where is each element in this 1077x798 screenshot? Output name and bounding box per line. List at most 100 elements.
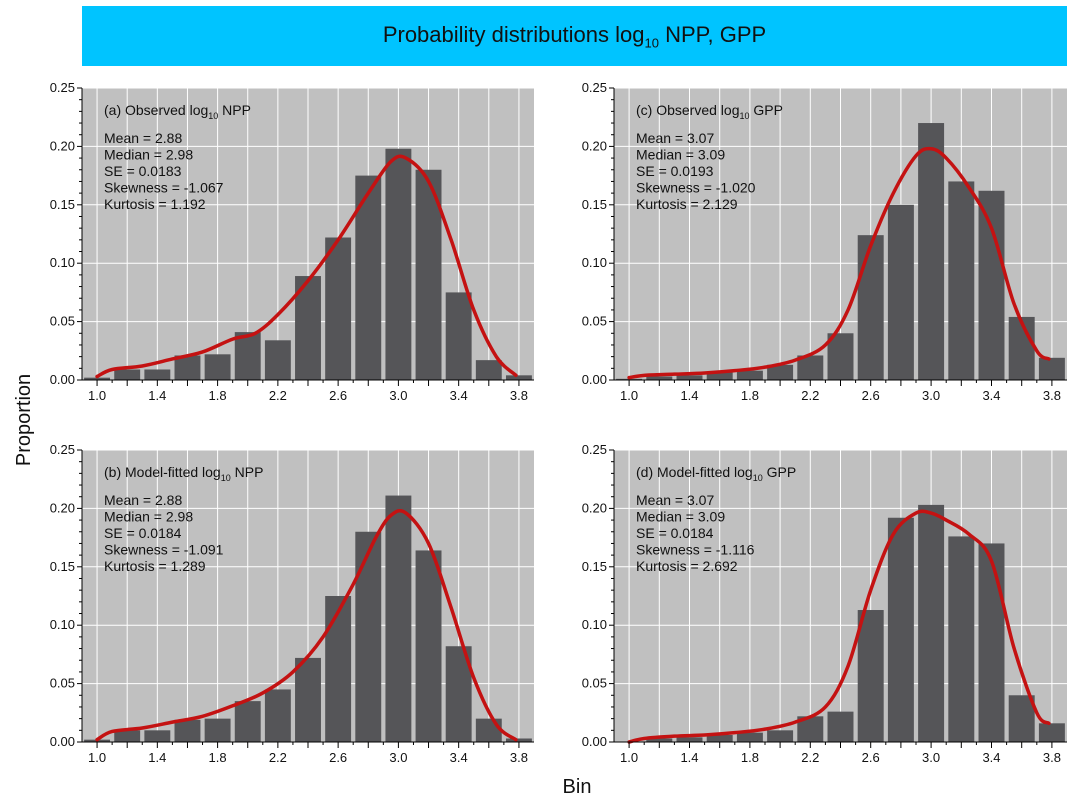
histogram-bar <box>234 332 261 380</box>
histogram-bar <box>887 204 914 380</box>
histogram-bar <box>857 235 884 380</box>
x-tick-label: 3.8 <box>510 750 528 765</box>
histogram-bar <box>475 360 502 380</box>
stats-line: Skewness = -1.067 <box>104 180 224 196</box>
histogram-bar <box>264 689 291 742</box>
y-tick-label: 0.05 <box>582 314 607 329</box>
y-tick-label: 0.05 <box>582 676 607 691</box>
x-tick-label: 2.2 <box>801 388 819 403</box>
histogram-bar <box>676 375 703 380</box>
x-tick-label: 1.0 <box>88 388 106 403</box>
histogram-bar <box>325 237 352 380</box>
chart-panel-1: 0.00 0.05 0.10 0.15 0.20 0.25 1.0 1.4 1.8 2.2 2.6 3… <box>50 80 534 403</box>
stats-line: Kurtosis = 2.692 <box>636 558 738 574</box>
y-tick-label: 0.00 <box>582 372 607 387</box>
x-tick-label: 3.8 <box>1043 388 1061 403</box>
chart-panel-3: 0.00 0.05 0.10 0.15 0.20 0.25 1.0 1.4 1.8 2.2 2.6 3… <box>50 442 534 765</box>
histogram-bar <box>767 364 794 380</box>
histogram-bar <box>978 543 1005 742</box>
x-tick-label: 3.8 <box>510 388 528 403</box>
stats-line: SE = 0.0183 <box>104 163 182 179</box>
histogram-bar <box>415 550 442 742</box>
figure-title-suffix: NPP, GPP <box>658 21 767 47</box>
x-tick-label: 2.2 <box>269 750 287 765</box>
histogram-bar <box>264 340 291 380</box>
y-tick-label: 0.00 <box>50 372 75 387</box>
x-tick-label: 1.8 <box>209 388 227 403</box>
x-tick-label: 1.0 <box>620 750 638 765</box>
stats-line: Skewness = -1.020 <box>636 180 756 196</box>
histogram-bar <box>887 517 914 742</box>
y-tick-label: 0.10 <box>582 255 607 270</box>
histogram-bar <box>948 536 975 742</box>
stats-line: Mean = 2.88 <box>104 492 182 508</box>
histogram-bar <box>385 148 412 380</box>
x-tick-label: 3.0 <box>922 388 940 403</box>
histogram-bar <box>234 701 261 742</box>
histogram-bar <box>706 371 733 380</box>
x-tick-label: 1.0 <box>88 750 106 765</box>
x-tick-label: 1.4 <box>680 750 698 765</box>
histogram-bar <box>736 732 763 742</box>
histogram-bar <box>918 504 945 742</box>
histogram-bar <box>978 190 1005 380</box>
histogram-bar <box>505 738 532 742</box>
histogram-bar <box>114 369 141 380</box>
panel-title: (d) Model-fitted log10 GPP <box>636 464 796 483</box>
y-tick-label: 0.25 <box>582 80 607 95</box>
stats-line: Skewness = -1.091 <box>104 542 224 558</box>
y-tick-label: 0.20 <box>50 138 75 153</box>
y-tick-label: 0.10 <box>582 617 607 632</box>
panel-title: (c) Observed log10 GPP <box>636 102 783 121</box>
x-tick-label: 3.4 <box>450 750 468 765</box>
stats-line: SE = 0.0184 <box>104 525 182 541</box>
x-tick-label: 1.0 <box>620 388 638 403</box>
stats-line: Kurtosis = 1.192 <box>104 196 206 212</box>
x-tick-label: 3.0 <box>389 750 407 765</box>
x-tick-label: 1.8 <box>209 750 227 765</box>
histogram-bar <box>475 718 502 742</box>
x-axis-label: Bin <box>563 776 592 798</box>
x-tick-label: 1.4 <box>680 388 698 403</box>
y-tick-label: 0.00 <box>582 734 607 749</box>
x-tick-label: 2.6 <box>862 750 880 765</box>
stats-line: Median = 2.98 <box>104 509 193 525</box>
histogram-bar <box>505 375 532 380</box>
histogram-bar <box>295 657 321 742</box>
stats-line: Mean = 2.88 <box>104 130 182 146</box>
histogram-bar <box>355 531 382 742</box>
density-curve <box>95 508 518 742</box>
x-tick-label: 2.6 <box>329 388 347 403</box>
density-curve <box>95 154 518 379</box>
stats-line: Kurtosis = 2.129 <box>636 196 738 212</box>
y-tick-label: 0.15 <box>50 559 75 574</box>
stats-line: Median = 3.09 <box>636 509 725 525</box>
x-tick-label: 2.6 <box>862 388 880 403</box>
histogram-bar <box>948 181 975 380</box>
x-tick-label: 3.8 <box>1043 750 1061 765</box>
histogram-bar <box>918 123 945 380</box>
histogram-bar <box>84 377 111 380</box>
histogram-bar <box>827 333 854 380</box>
x-tick-label: 2.6 <box>329 750 347 765</box>
y-tick-label: 0.05 <box>50 676 75 691</box>
figure-title-subscript: 10 <box>644 35 659 51</box>
x-tick-label: 1.8 <box>741 388 759 403</box>
x-tick-label: 3.4 <box>982 750 1000 765</box>
title-banner: Probability distributions log10 NPP, GPP <box>82 6 1067 66</box>
stats-line: Skewness = -1.116 <box>636 542 755 558</box>
histogram-bar <box>1038 723 1065 742</box>
histogram-bar <box>1038 357 1065 380</box>
stats-line: Mean = 3.07 <box>636 492 714 508</box>
y-tick-label: 0.10 <box>50 255 75 270</box>
y-tick-label: 0.25 <box>582 442 607 457</box>
y-tick-label: 0.20 <box>582 138 607 153</box>
y-tick-label: 0.20 <box>50 500 75 515</box>
chart-panel-2: 0.00 0.05 0.10 0.15 0.20 0.25 1.0 1.4 1.8 2.2 2.6 3… <box>582 80 1067 403</box>
y-axis-label: Proportion <box>13 374 35 466</box>
histogram-bar <box>646 738 673 742</box>
histogram-bar <box>114 730 141 742</box>
stats-line: Mean = 3.07 <box>636 130 714 146</box>
y-tick-label: 0.25 <box>50 442 75 457</box>
